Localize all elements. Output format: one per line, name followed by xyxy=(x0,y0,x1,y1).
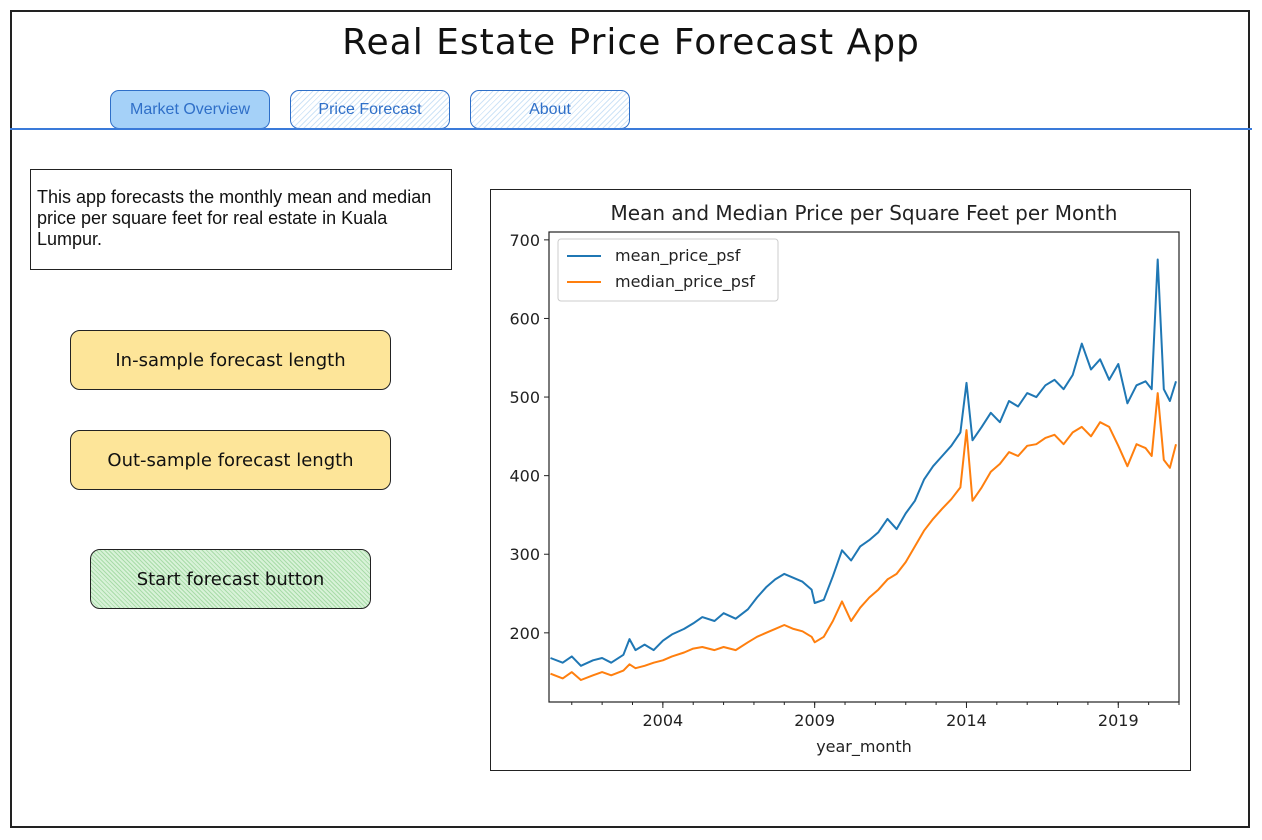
price-chart: Mean and Median Price per Square Feet pe… xyxy=(490,189,1191,771)
start-forecast-button[interactable]: Start forecast button xyxy=(90,549,371,609)
x-tick-label: 2014 xyxy=(946,711,987,730)
legend-label-mean: mean_price_psf xyxy=(615,246,741,266)
y-axis: 200 300 400 500 600 700 xyxy=(509,231,549,643)
series-lines xyxy=(550,258,1177,681)
legend-label-median: median_price_psf xyxy=(615,272,755,292)
y-tick-label: 300 xyxy=(509,545,540,564)
y-tick-label: 600 xyxy=(509,309,540,328)
tab-market-overview[interactable]: Market Overview xyxy=(110,90,270,129)
in-sample-forecast-length-input[interactable]: In-sample forecast length xyxy=(70,330,391,390)
y-tick-label: 500 xyxy=(509,388,540,407)
x-tick-label: 2019 xyxy=(1098,711,1139,730)
tabs-divider xyxy=(10,128,1252,130)
price-chart-svg: Mean and Median Price per Square Feet pe… xyxy=(509,201,1180,757)
legend: mean_price_psf median_price_psf xyxy=(557,238,779,302)
legend-box xyxy=(557,238,779,302)
out-sample-forecast-length-input[interactable]: Out-sample forecast length xyxy=(70,430,391,490)
y-tick-label: 200 xyxy=(509,624,540,643)
plot-area xyxy=(548,231,1180,703)
series-line-mean_price_psf xyxy=(550,258,1177,667)
x-tick-label: 2009 xyxy=(794,711,835,730)
tab-about[interactable]: About xyxy=(470,90,630,129)
x-axis-label: year_month xyxy=(816,737,912,757)
app-description: This app forecasts the monthly mean and … xyxy=(30,169,452,270)
y-tick-label: 400 xyxy=(509,467,540,486)
chart-title: Mean and Median Price per Square Feet pe… xyxy=(611,201,1118,225)
app-title: Real Estate Price Forecast App xyxy=(342,22,920,63)
x-axis: 2004 2009 2014 2019 xyxy=(571,702,1180,730)
y-tick-label: 700 xyxy=(509,231,540,250)
series-line-median_price_psf xyxy=(550,392,1177,681)
tab-price-forecast[interactable]: Price Forecast xyxy=(290,90,450,129)
x-tick-label: 2004 xyxy=(642,711,683,730)
